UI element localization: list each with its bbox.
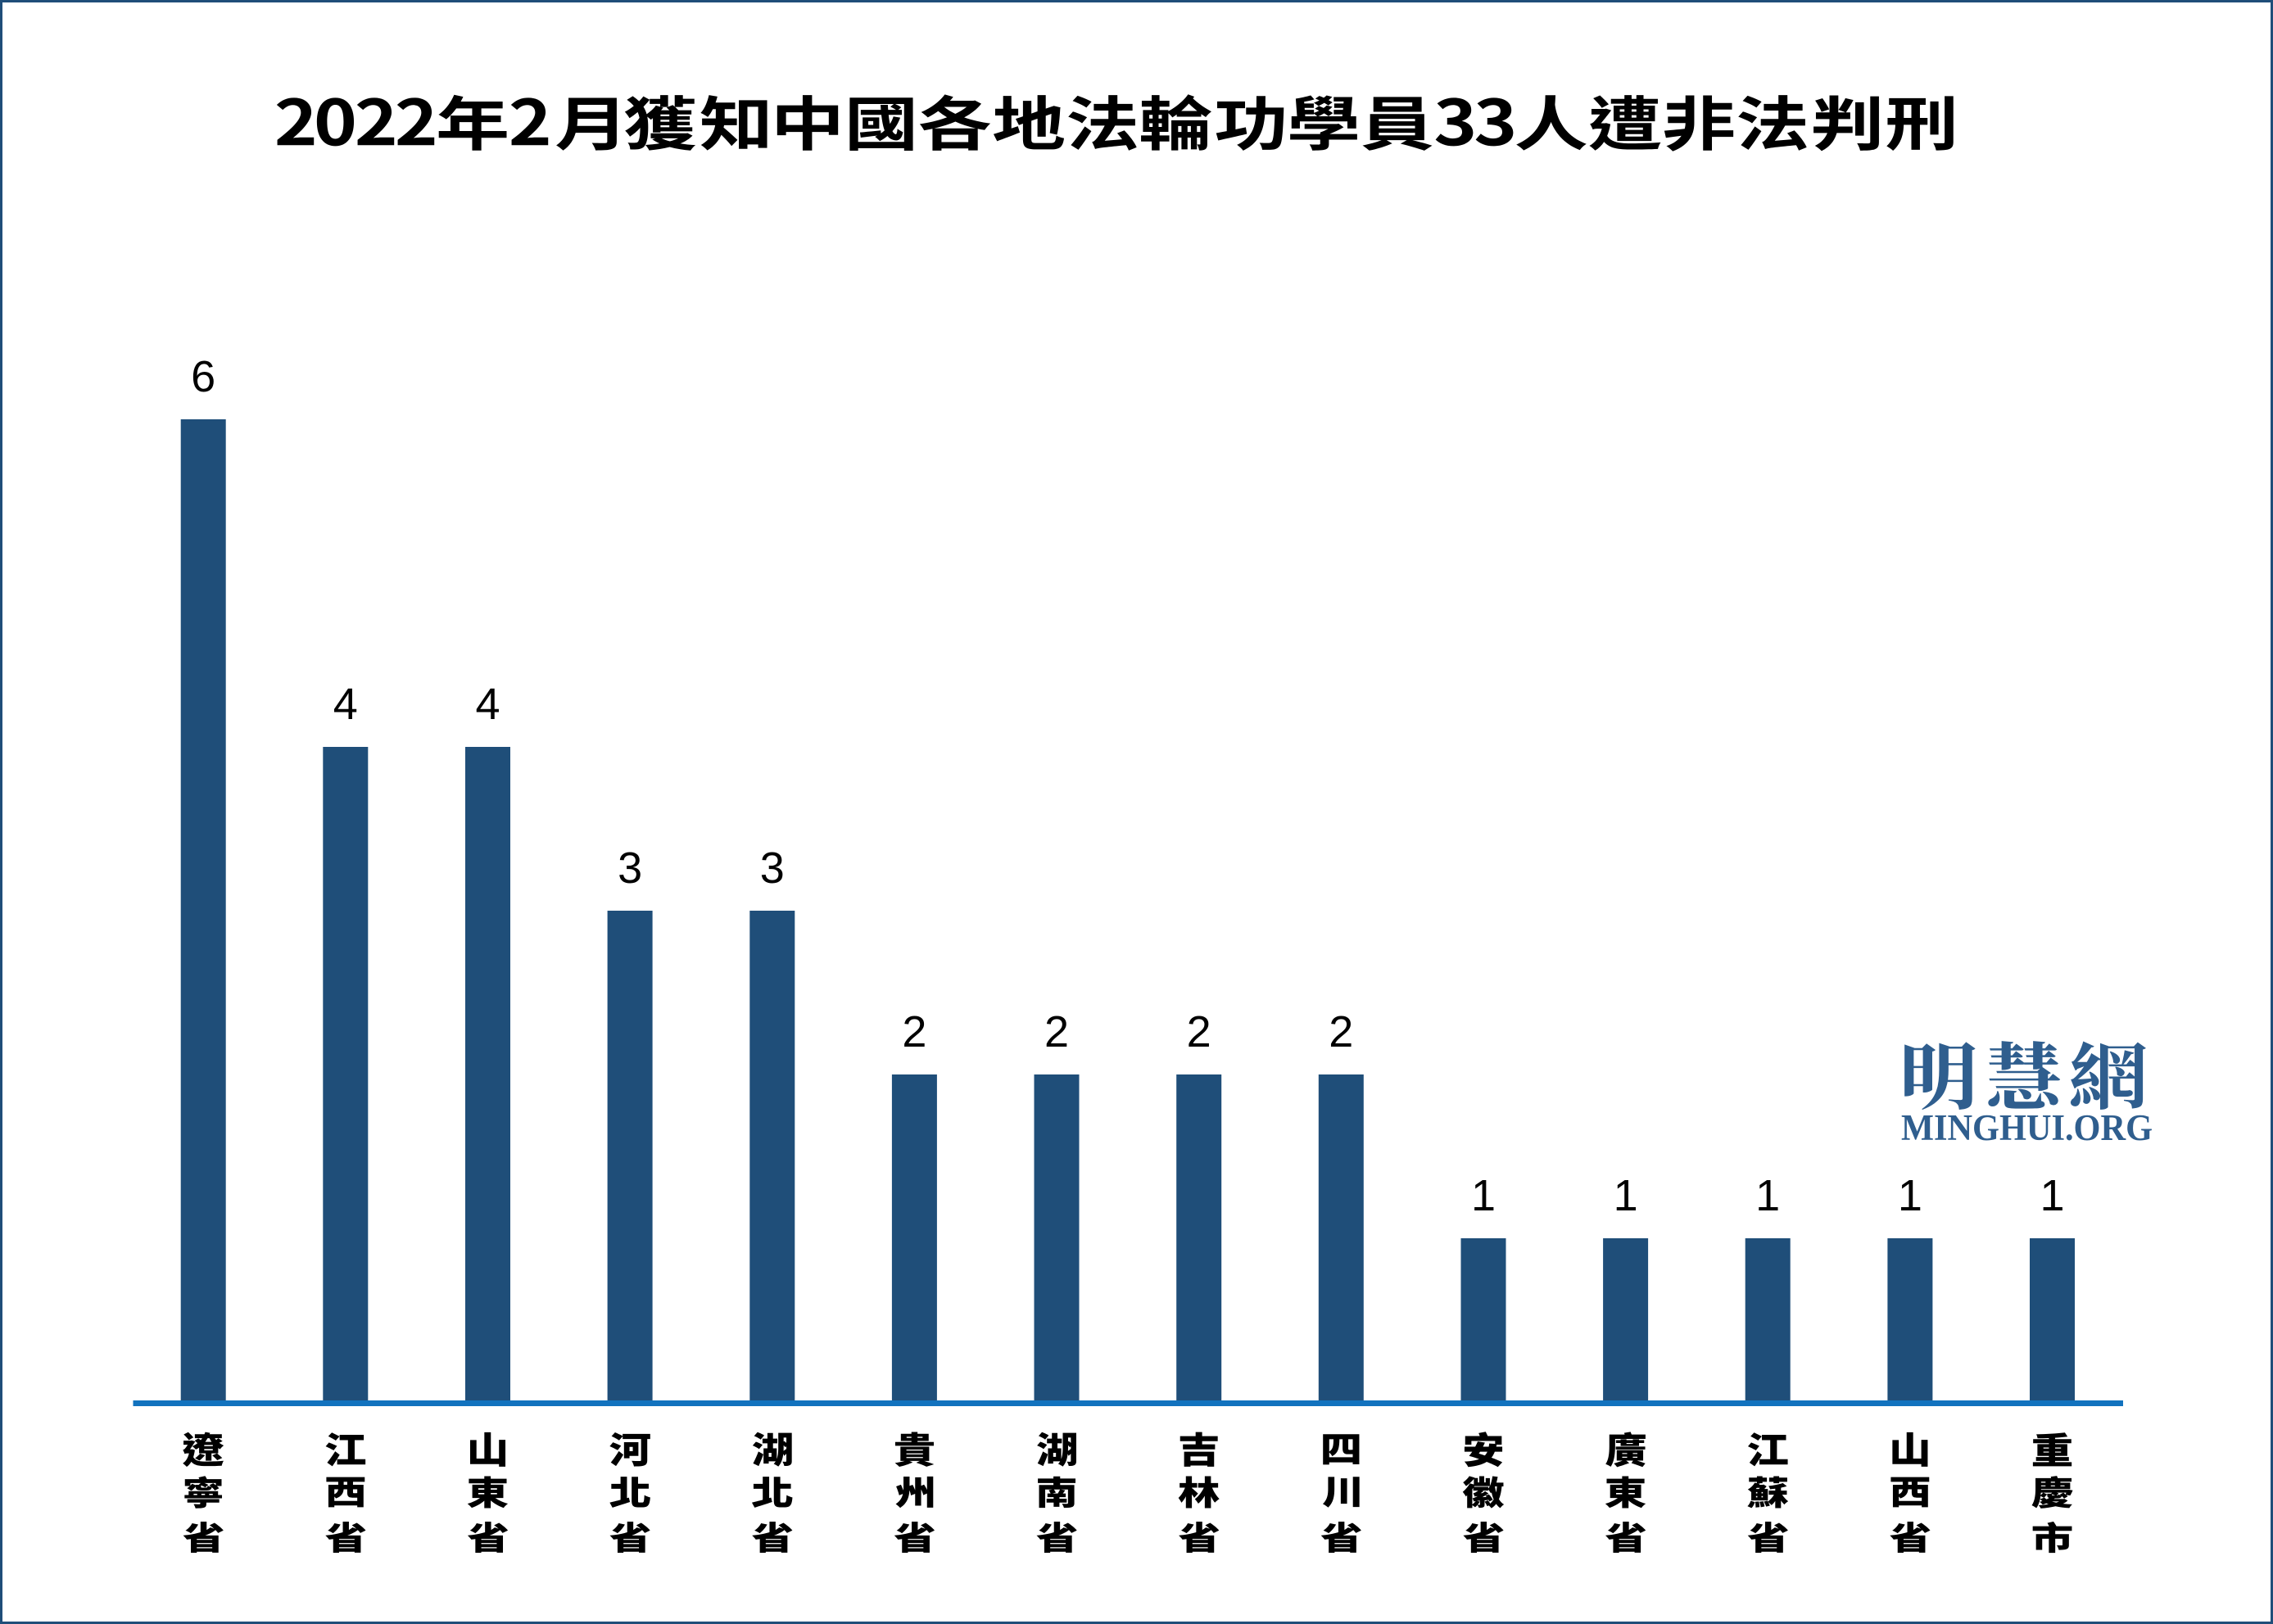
svg-text:4: 4 xyxy=(475,680,500,729)
svg-text:1: 1 xyxy=(1898,1171,1922,1220)
svg-text:1: 1 xyxy=(1755,1171,1780,1220)
svg-text:MINGHUI.ORG: MINGHUI.ORG xyxy=(1901,1107,2153,1148)
svg-text:2: 2 xyxy=(1044,1007,1069,1056)
svg-text:6: 6 xyxy=(191,352,215,401)
svg-text:1: 1 xyxy=(1614,1171,1638,1220)
svg-text:3: 3 xyxy=(760,844,785,893)
svg-text:2: 2 xyxy=(1329,1007,1353,1056)
svg-text:2: 2 xyxy=(1187,1007,1211,1056)
svg-text:1: 1 xyxy=(1471,1171,1496,1220)
svg-text:1: 1 xyxy=(2040,1171,2064,1220)
svg-text:3: 3 xyxy=(618,844,642,893)
svg-text:2: 2 xyxy=(902,1007,926,1056)
svg-text:4: 4 xyxy=(333,680,358,729)
